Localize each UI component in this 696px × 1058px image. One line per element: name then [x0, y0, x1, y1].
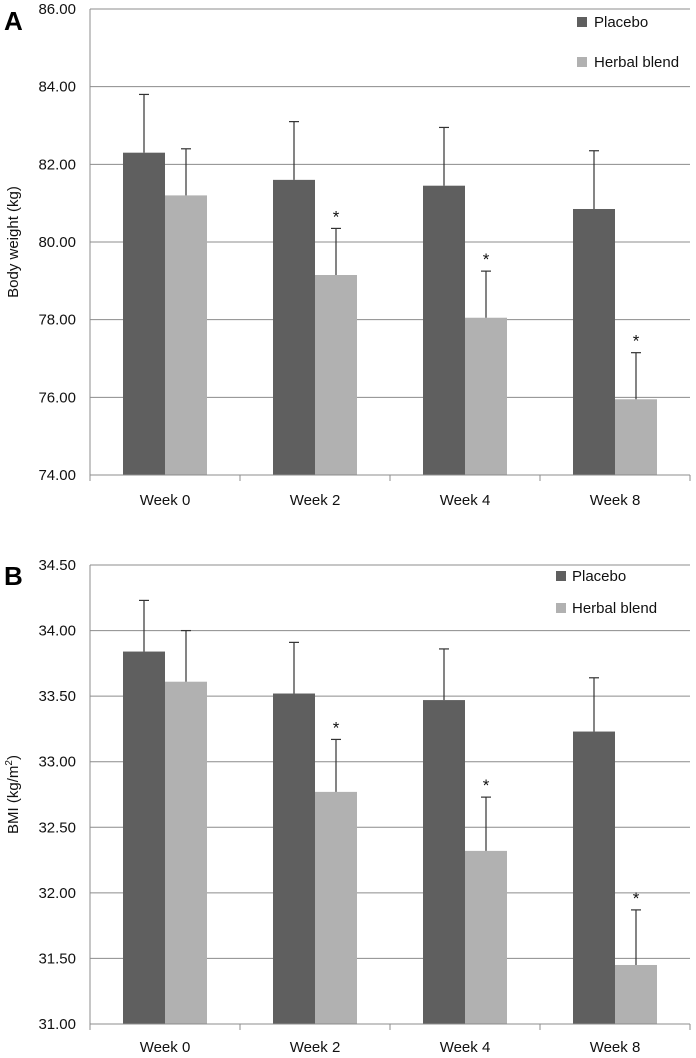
panel-label: A — [4, 6, 23, 36]
y-tick-label: 84.00 — [38, 79, 76, 96]
bar-placebo-week-8 — [573, 731, 615, 1024]
bar-placebo-week-4 — [423, 700, 465, 1024]
x-tick-label: Week 2 — [290, 492, 341, 509]
bar-placebo-week-2 — [273, 693, 315, 1024]
x-tick-label: Week 0 — [140, 1039, 191, 1056]
legend-swatch — [556, 571, 566, 581]
y-tick-label: 34.50 — [38, 557, 76, 574]
bar-herbal-blend-week-2 — [315, 275, 357, 475]
y-axis-label: BMI (kg/m2) — [4, 755, 22, 834]
significance-marker: * — [633, 332, 640, 351]
y-tick-label: 82.00 — [38, 156, 76, 173]
y-tick-label: 34.00 — [38, 623, 76, 640]
x-tick-label: Week 4 — [440, 1039, 491, 1056]
legend-swatch — [577, 57, 587, 67]
bar-herbal-blend-week-8 — [615, 964, 657, 1024]
legend-label: Placebo — [572, 568, 626, 585]
chart-panel-b: 31.00 31.50 32.00 32.50 33.00 33.50 34.00 34.50… — [4, 557, 691, 1056]
legend-label: Herbal blend — [572, 600, 657, 617]
bar-herbal-blend-week-8 — [615, 399, 657, 475]
y-tick-label: 76.00 — [38, 389, 76, 406]
x-tick-label: Week 4 — [440, 492, 491, 509]
significance-marker: * — [333, 718, 340, 737]
y-tick-label: 74.00 — [38, 467, 76, 484]
y-tick-label: 78.00 — [38, 312, 76, 329]
legend-swatch — [556, 603, 566, 613]
legend-label: Herbal blend — [594, 54, 679, 71]
y-tick-label: 33.00 — [38, 754, 76, 771]
bar-placebo-week-4 — [423, 185, 465, 476]
panel-label: B — [4, 561, 23, 591]
y-tick-label: 80.00 — [38, 234, 76, 251]
bar-herbal-blend-week-4 — [465, 850, 507, 1024]
bar-placebo-week-0 — [123, 651, 165, 1024]
legend-swatch — [577, 17, 587, 27]
y-tick-label: 32.00 — [38, 885, 76, 902]
significance-marker: * — [333, 207, 340, 226]
chart-panel-a: 74.00 76.00 78.00 80.00 82.00 84.00 86.00 Week … — [4, 1, 691, 509]
bar-herbal-blend-week-0 — [165, 195, 207, 475]
y-tick-label: 31.50 — [38, 950, 76, 967]
x-tick-label: Week 8 — [590, 492, 641, 509]
y-tick-label: 31.00 — [38, 1016, 76, 1033]
bar-placebo-week-8 — [573, 208, 615, 475]
x-tick-label: Week 2 — [290, 1039, 341, 1056]
significance-marker: * — [483, 250, 490, 269]
bar-herbal-blend-week-2 — [315, 791, 357, 1024]
y-tick-label: 32.50 — [38, 819, 76, 836]
y-tick-label: 33.50 — [38, 688, 76, 705]
legend-label: Placebo — [594, 14, 648, 31]
bar-placebo-week-0 — [123, 152, 165, 475]
bar-herbal-blend-week-0 — [165, 681, 207, 1024]
significance-marker: * — [633, 889, 640, 908]
significance-marker: * — [483, 776, 490, 795]
x-tick-label: Week 8 — [590, 1039, 641, 1056]
bar-herbal-blend-week-4 — [465, 317, 507, 475]
x-tick-label: Week 0 — [140, 492, 191, 509]
y-tick-label: 86.00 — [38, 1, 76, 18]
bar-placebo-week-2 — [273, 179, 315, 475]
y-axis-label: Body weight (kg) — [5, 186, 22, 298]
